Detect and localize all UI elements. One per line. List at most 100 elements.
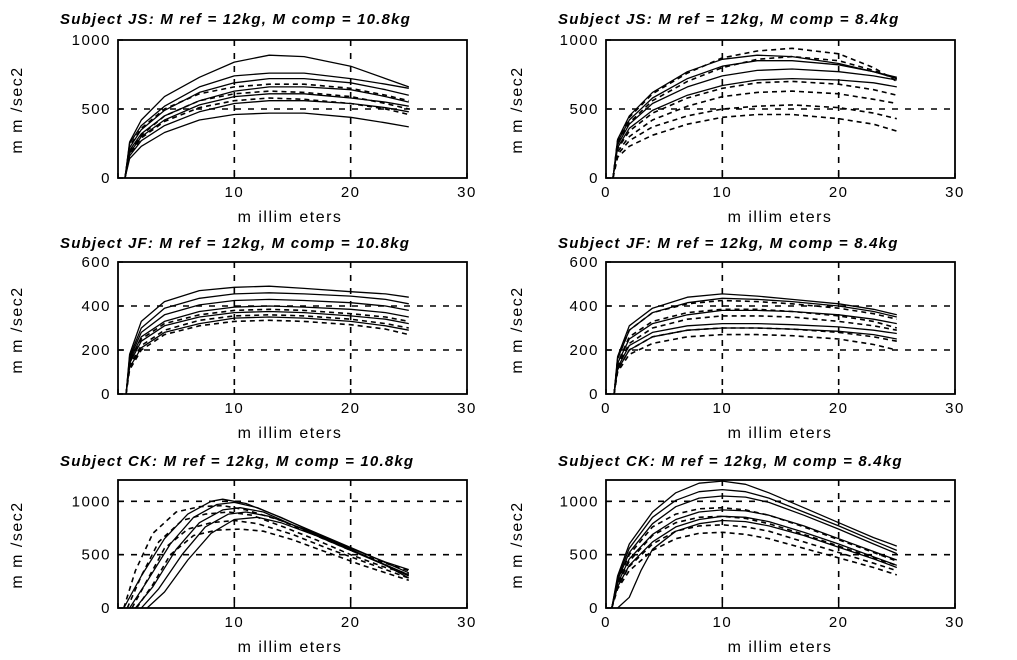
x-tick-label: 30 bbox=[945, 184, 965, 201]
series-line-7 bbox=[125, 308, 409, 394]
series-line-8 bbox=[613, 315, 897, 394]
series-line-4 bbox=[125, 305, 409, 394]
series-line-10 bbox=[613, 333, 897, 394]
y-tick-label: 0 bbox=[101, 386, 111, 403]
series-line-8 bbox=[131, 519, 410, 608]
y-tick-label: 400 bbox=[81, 298, 111, 315]
panel-3: Subject JF: M ref = 12kg, M comp = 10.8k… bbox=[9, 235, 475, 442]
x-axis-label: m illim eters bbox=[238, 425, 343, 442]
x-tick-label: 30 bbox=[945, 400, 965, 417]
y-tick-label: 600 bbox=[81, 254, 111, 271]
series-group bbox=[124, 54, 410, 178]
series-line-2 bbox=[611, 488, 898, 608]
series-line-10 bbox=[124, 97, 409, 178]
panel-1: Subject JS: M ref = 12kg, M comp = 10.8k… bbox=[9, 11, 477, 226]
series-line-8 bbox=[125, 314, 409, 394]
series-line-6 bbox=[617, 519, 898, 608]
y-axis-label: m m /sec2 bbox=[509, 66, 526, 153]
plot-frame bbox=[117, 479, 468, 609]
series-line-5 bbox=[124, 93, 409, 178]
x-tick-label: 0 bbox=[601, 184, 611, 201]
y-tick-label: 200 bbox=[81, 342, 111, 359]
y-tick-label: 0 bbox=[101, 600, 111, 617]
series-line-7 bbox=[611, 506, 898, 608]
series-line-3 bbox=[612, 68, 897, 178]
x-tick-label: 0 bbox=[601, 400, 611, 417]
y-tick-label: 1000 bbox=[72, 493, 111, 510]
series-line-3 bbox=[125, 298, 409, 394]
y-tick-label: 500 bbox=[569, 101, 599, 118]
x-tick-label: 30 bbox=[457, 184, 477, 201]
series-line-4 bbox=[124, 86, 409, 178]
y-axis-label: m m /sec2 bbox=[509, 501, 526, 588]
series-line-9 bbox=[124, 90, 409, 178]
panel-2: Subject JS: M ref = 12kg, M comp = 8.4kg… bbox=[509, 11, 965, 226]
y-tick-label: 500 bbox=[569, 547, 599, 564]
series-line-8 bbox=[612, 90, 897, 178]
series-line-1 bbox=[613, 293, 897, 394]
series-group bbox=[612, 47, 898, 178]
x-tick-label: 20 bbox=[341, 184, 361, 201]
series-line-1 bbox=[125, 285, 409, 394]
y-tick-label: 1000 bbox=[560, 32, 599, 49]
series-group bbox=[613, 293, 898, 394]
series-line-7 bbox=[126, 511, 410, 608]
panel-4: Subject JF: M ref = 12kg, M comp = 8.4kg… bbox=[509, 235, 965, 442]
x-tick-label: 0 bbox=[601, 614, 611, 631]
series-line-3 bbox=[611, 495, 898, 608]
y-tick-label: 0 bbox=[589, 170, 599, 187]
x-tick-label: 10 bbox=[712, 614, 732, 631]
x-tick-label: 30 bbox=[457, 614, 477, 631]
series-line-1 bbox=[124, 54, 410, 178]
panel-title: Subject JF: M ref = 12kg, M comp = 8.4kg bbox=[558, 235, 899, 252]
panel-title: Subject JS: M ref = 12kg, M comp = 8.4kg bbox=[558, 11, 899, 28]
y-tick-label: 600 bbox=[569, 254, 599, 271]
plot-frame bbox=[605, 261, 956, 395]
series-group bbox=[123, 498, 410, 608]
series-line-2 bbox=[613, 297, 897, 394]
y-tick-label: 0 bbox=[101, 170, 111, 187]
series-line-6 bbox=[613, 299, 897, 394]
series-line-6 bbox=[125, 316, 409, 394]
series-line-6 bbox=[123, 504, 410, 608]
series-line-7 bbox=[612, 80, 897, 178]
y-tick-label: 200 bbox=[569, 342, 599, 359]
panel-title: Subject CK: M ref = 12kg, M comp = 8.4kg bbox=[558, 453, 903, 470]
series-line-8 bbox=[611, 515, 898, 608]
series-line-7 bbox=[124, 112, 409, 178]
plot-frame bbox=[117, 261, 468, 395]
x-tick-label: 10 bbox=[712, 400, 732, 417]
series-line-3 bbox=[613, 309, 897, 394]
x-axis-label: m illim eters bbox=[728, 639, 833, 656]
series-line-1 bbox=[611, 480, 898, 608]
y-tick-label: 0 bbox=[589, 386, 599, 403]
y-axis-label: m m /sec2 bbox=[9, 66, 26, 153]
x-tick-label: 10 bbox=[224, 400, 244, 417]
y-axis-label: m m /sec2 bbox=[9, 286, 26, 373]
y-tick-label: 500 bbox=[81, 101, 111, 118]
y-tick-label: 0 bbox=[589, 600, 599, 617]
x-axis-label: m illim eters bbox=[728, 209, 833, 226]
x-tick-label: 10 bbox=[712, 184, 732, 201]
x-axis-label: m illim eters bbox=[238, 209, 343, 226]
series-line-10 bbox=[611, 531, 898, 608]
series-line-2 bbox=[125, 292, 409, 394]
series-line-4 bbox=[613, 322, 897, 394]
series-group bbox=[125, 285, 409, 394]
x-tick-label: 20 bbox=[829, 400, 849, 417]
series-group bbox=[611, 480, 898, 608]
series-line-4 bbox=[611, 509, 898, 608]
panel-6: Subject CK: M ref = 12kg, M comp = 8.4kg… bbox=[509, 453, 963, 656]
series-line-2 bbox=[612, 60, 897, 178]
y-tick-label: 500 bbox=[81, 547, 111, 564]
series-line-5 bbox=[612, 47, 898, 178]
panel-5: Subject CK: M ref = 12kg, M comp = 10.8k… bbox=[9, 453, 477, 656]
series-line-9 bbox=[611, 524, 898, 608]
series-line-2 bbox=[129, 501, 410, 608]
panel-title: Subject JF: M ref = 12kg, M comp = 10.8k… bbox=[60, 235, 410, 252]
series-line-10 bbox=[612, 113, 898, 178]
series-line-4 bbox=[140, 511, 410, 608]
plot-frame bbox=[605, 479, 956, 609]
y-axis-label: m m /sec2 bbox=[509, 286, 526, 373]
